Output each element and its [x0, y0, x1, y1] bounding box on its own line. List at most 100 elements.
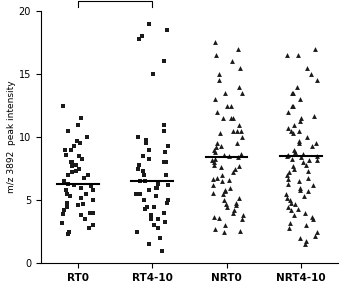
Point [310, 183, 315, 187]
Point [297, 188, 303, 193]
Point [63, 153, 69, 157]
Point [161, 59, 167, 64]
Point [90, 211, 96, 215]
Point [210, 190, 216, 195]
Point [238, 128, 244, 133]
Point [80, 202, 86, 206]
Point [290, 103, 296, 108]
Point [296, 128, 302, 133]
Point [285, 176, 291, 181]
Point [314, 157, 320, 162]
Point [68, 160, 74, 165]
Point [300, 160, 305, 165]
Point [305, 175, 311, 180]
Point [141, 173, 147, 177]
Point [240, 213, 245, 218]
Point [81, 175, 87, 180]
Point [216, 78, 222, 83]
Point [286, 204, 291, 209]
Point [290, 91, 296, 95]
Y-axis label: m/z 3892  peak intensity: m/z 3892 peak intensity [7, 81, 16, 193]
Point [236, 46, 241, 51]
Point [218, 165, 224, 170]
Point [292, 213, 297, 218]
Point [223, 223, 228, 228]
Point [134, 192, 139, 196]
Point [73, 169, 79, 173]
Point [140, 169, 146, 173]
Point [213, 150, 218, 155]
Point [215, 141, 220, 146]
Point [69, 160, 74, 165]
Point [162, 150, 168, 155]
Point [302, 211, 308, 215]
Point [309, 214, 314, 219]
Point [287, 221, 293, 225]
Point [290, 91, 295, 95]
Point [298, 155, 303, 160]
Point [216, 72, 221, 76]
Point [239, 135, 244, 139]
Point [139, 34, 145, 39]
Point [161, 128, 166, 133]
Point [231, 211, 236, 215]
Point [66, 229, 71, 234]
Point [235, 155, 240, 160]
Point [295, 207, 300, 211]
Point [223, 91, 228, 95]
Point [285, 126, 290, 130]
Point [285, 153, 290, 157]
Point [64, 204, 69, 209]
Point [83, 192, 88, 196]
Point [314, 141, 319, 146]
Point [221, 153, 227, 157]
Point [89, 184, 94, 189]
Point [213, 227, 218, 232]
Point [238, 151, 244, 156]
Point [221, 229, 227, 234]
Point [153, 185, 159, 190]
Point [64, 200, 69, 205]
Point [304, 238, 309, 243]
Point [73, 163, 79, 167]
Point [291, 122, 297, 127]
Point [159, 249, 165, 253]
Point [85, 173, 91, 177]
Point [224, 103, 230, 108]
Point [226, 178, 231, 182]
Point [211, 160, 216, 165]
Point [74, 139, 79, 143]
Point [79, 185, 84, 190]
Point [303, 223, 308, 228]
Point [288, 208, 293, 213]
Point [284, 173, 290, 177]
Point [85, 135, 90, 139]
Point [71, 183, 77, 187]
Point [291, 147, 297, 152]
Point [231, 128, 236, 133]
Point [65, 232, 70, 237]
Point [140, 154, 146, 158]
Point [314, 78, 319, 83]
Point [75, 203, 81, 208]
Point [284, 154, 289, 158]
Point [219, 173, 225, 177]
Point [214, 175, 220, 180]
Point [284, 53, 290, 57]
Point [288, 200, 294, 205]
Point [287, 198, 293, 202]
Point [67, 194, 73, 199]
Point [296, 179, 302, 184]
Point [213, 40, 218, 45]
Point [136, 163, 141, 167]
Point [143, 137, 148, 142]
Point [68, 147, 74, 152]
Point [163, 160, 168, 165]
Point [312, 233, 317, 238]
Point [230, 116, 236, 121]
Point [306, 189, 311, 194]
Point [297, 97, 303, 101]
Point [164, 200, 170, 205]
Point [134, 229, 140, 234]
Point [211, 163, 216, 167]
